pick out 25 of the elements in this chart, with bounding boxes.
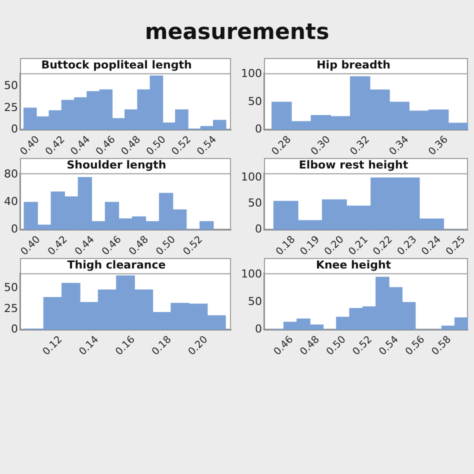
y-tick-label: 0	[10, 222, 18, 236]
y-tick-label: 25	[4, 100, 18, 114]
y-tick-label: 25	[4, 302, 18, 315]
y-tick-label: 100	[240, 67, 262, 80]
chart-title: Elbow rest height	[298, 158, 408, 172]
chart-title: Thigh clearance	[67, 258, 166, 272]
text: measurements	[144, 20, 330, 45]
y-tick-label: 0	[10, 122, 18, 136]
y-tick-label: 50	[4, 79, 18, 92]
y-tick-label: 50	[248, 196, 262, 210]
chart-title: Buttock popliteal length	[41, 58, 192, 72]
y-tick-label: 0	[254, 122, 262, 136]
y-tick-label: 100	[240, 268, 262, 281]
y-tick-label: 50	[4, 281, 18, 294]
y-tick-label: 0	[254, 222, 262, 236]
y-tick-label: 40	[4, 195, 18, 208]
y-tick-label: 0	[10, 322, 18, 336]
chart-title: Shoulder length	[66, 158, 166, 172]
chart-title: Hip breadth	[316, 58, 390, 72]
y-tick-label: 100	[240, 170, 262, 184]
y-tick-label: 80	[4, 167, 18, 180]
y-tick-label: 50	[248, 94, 262, 108]
y-tick-label: 0	[254, 322, 262, 336]
chart-title: Knee height	[316, 258, 392, 272]
y-tick-label: 50	[248, 295, 262, 308]
